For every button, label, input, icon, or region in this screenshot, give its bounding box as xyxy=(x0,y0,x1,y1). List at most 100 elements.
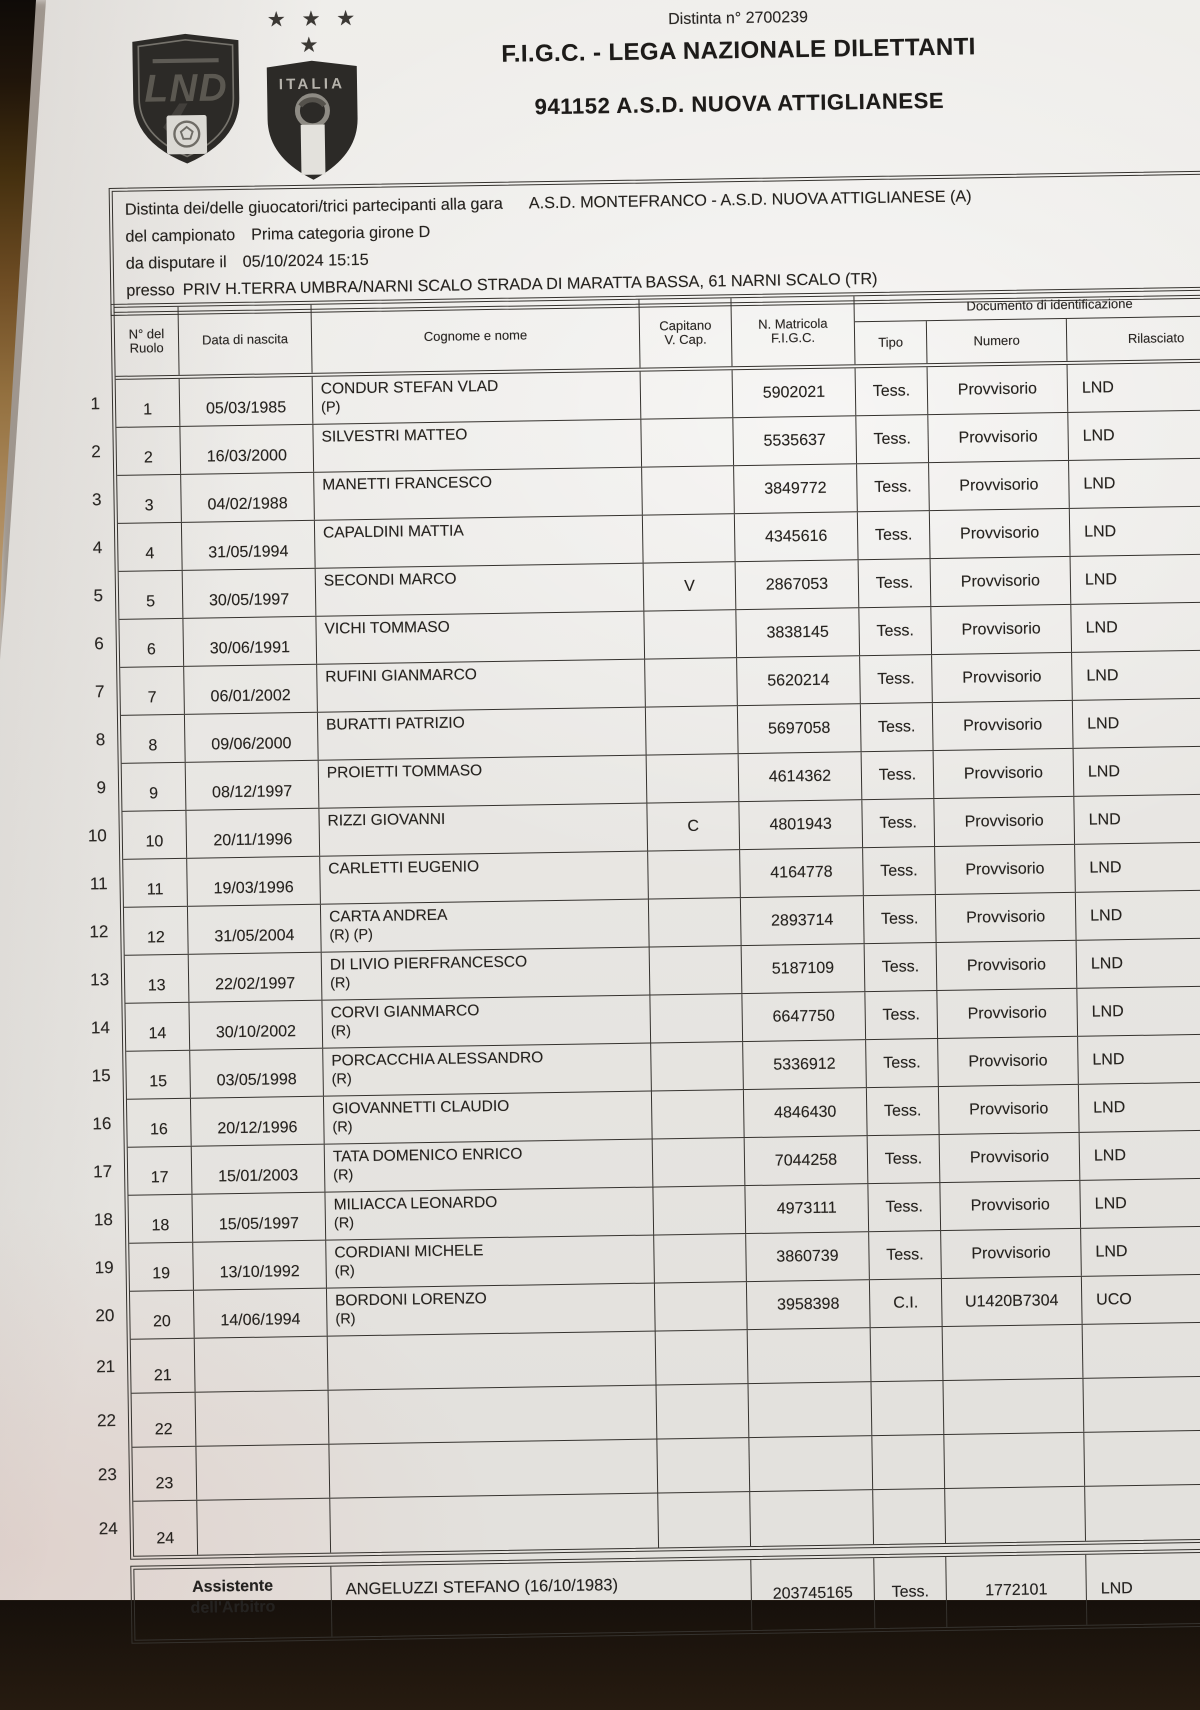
row-margin-number: 17 xyxy=(93,1161,113,1181)
player-name: MILIACCA LEONARDO xyxy=(333,1193,498,1214)
assistant-referee-name: ANGELUZZI STEFANO (16/10/1983) xyxy=(331,1560,753,1637)
player-name: RIZZI GIOVANNI xyxy=(327,810,446,830)
cell-capitano xyxy=(656,1384,750,1439)
cell-tipo: Tess. xyxy=(856,415,930,464)
cell-rilasciato: LND xyxy=(1081,378,1115,397)
player-name: GIOVANNETTI CLAUDIO xyxy=(331,1097,510,1118)
cell-rilasciato: LND xyxy=(1091,1002,1124,1021)
cell-capitano xyxy=(654,1282,748,1331)
cell-numero: Provvisorio xyxy=(935,892,1077,943)
cell-ruolo: 15 xyxy=(126,1050,191,1099)
player-name: DI LIVIO PIERFRANCESCO xyxy=(329,953,528,974)
cell-capitano: V xyxy=(643,562,737,611)
cell-cognome-nome: DI LIVIO PIERFRANCESCO (R) xyxy=(321,947,651,1000)
cell-data-nascita: 22/02/1997 xyxy=(188,952,323,1002)
cell-tipo: Tess. xyxy=(861,751,935,800)
svg-text:ITALIA: ITALIA xyxy=(279,75,346,93)
italia-shield-logo: ITALIA xyxy=(266,60,358,180)
cell-ruolo: 19 xyxy=(129,1242,194,1291)
cell-rilasciato xyxy=(1083,1376,1200,1432)
cell-capitano xyxy=(640,370,734,419)
cell-data-nascita xyxy=(196,1444,331,1500)
player-note: (R) xyxy=(334,1263,355,1280)
cell-capitano xyxy=(646,754,740,803)
player-note: (R) xyxy=(330,975,351,992)
player-name: CORVI GIANMARCO xyxy=(330,1002,480,1022)
cell-capitano xyxy=(654,1234,747,1283)
cell-matricola: 2867053 xyxy=(735,560,860,610)
organization-title: F.I.G.C. - LEGA NAZIONALE DILETTANTI xyxy=(501,33,976,68)
cell-rilasciato: LND xyxy=(1088,810,1121,829)
cell-numero: Provvisorio xyxy=(928,412,1070,463)
player-name: PROIETTI TOMMASO xyxy=(326,762,483,782)
cell-tipo: Tess. xyxy=(862,799,936,848)
cell-data-nascita: 31/05/2004 xyxy=(187,904,322,954)
cell-data-nascita: 14/06/1994 xyxy=(193,1288,328,1338)
cell-capitano xyxy=(653,1186,747,1235)
cell-capitano xyxy=(644,610,738,659)
player-note: (P) xyxy=(320,399,341,416)
championship-value: Prima categoria girone D xyxy=(251,222,431,244)
cell-numero: Provvisorio xyxy=(935,844,1076,895)
cell-cognome-nome: CONDUR STEFAN VLAD (P) xyxy=(312,371,642,424)
cell-capitano xyxy=(657,1438,751,1493)
cell-ruolo: 17 xyxy=(127,1146,193,1195)
row-margin-number: 5 xyxy=(93,585,104,605)
cell-data-nascita: 09/06/2000 xyxy=(184,712,319,762)
cell-cognome-nome: PROIETTI TOMMASO xyxy=(318,755,648,808)
cell-rilasciato: LND xyxy=(1093,1146,1127,1165)
player-name: RUFINI GIANMARCO xyxy=(325,666,478,686)
cell-rilasciato: LND xyxy=(1082,426,1115,445)
cell-cognome-nome: PORCACCHIA ALESSANDRO (R) xyxy=(323,1043,652,1096)
row-margin-number: 21 xyxy=(96,1356,116,1376)
cell-tipo: Tess. xyxy=(863,847,936,896)
cell-numero: Provvisorio xyxy=(933,748,1075,799)
cell-ruolo: 2 xyxy=(116,426,182,475)
row-margin-number: 11 xyxy=(89,873,108,893)
cell-numero: Provvisorio xyxy=(927,364,1069,415)
cell-data-nascita xyxy=(194,1336,329,1392)
cell-capitano xyxy=(655,1330,749,1385)
cell-rilasciato: LND xyxy=(1084,570,1118,589)
cell-matricola: 5902021 xyxy=(732,368,857,418)
cell-data-nascita: 30/10/2002 xyxy=(189,1000,324,1050)
player-name: BORDONI LORENZO xyxy=(335,1290,487,1310)
cell-rilasciato xyxy=(1085,1484,1200,1541)
header-cognome-nome: Cognome e nome xyxy=(311,299,641,373)
cell-tipo: Tess. xyxy=(860,703,934,752)
cell-ruolo: 3 xyxy=(117,474,182,523)
cell-data-nascita: 31/05/1994 xyxy=(181,520,316,570)
officials-row: Assistente dell'Arbitro ANGELUZZI STEFAN… xyxy=(130,1548,1200,1644)
cell-tipo xyxy=(871,1380,945,1436)
cell-data-nascita: 13/10/1992 xyxy=(193,1240,327,1290)
table-body: 1 1 05/03/1985 CONDUR STEFAN VLAD (P) 59… xyxy=(88,362,1200,1556)
cell-tipo: Tess. xyxy=(866,1039,939,1088)
lnd-logo: LND xyxy=(132,33,240,164)
header-ruolo: N° del Ruolo xyxy=(114,306,180,376)
cell-matricola xyxy=(748,1382,873,1438)
cell-rilasciato: LND xyxy=(1086,666,1119,685)
cell-cognome-nome: MANETTI FRANCESCO xyxy=(314,467,643,520)
row-margin-number: 12 xyxy=(89,921,109,941)
player-name: CORDIANI MICHELE xyxy=(334,1242,484,1262)
row-margin-number: 24 xyxy=(98,1518,118,1539)
cell-numero: Provvisorio xyxy=(930,556,1072,607)
cell-cognome-nome: CORDIANI MICHELE (R) xyxy=(326,1235,655,1288)
cell-capitano xyxy=(648,850,741,899)
player-note: (R) (P) xyxy=(329,926,374,944)
cell-tipo: C.I. xyxy=(869,1279,943,1328)
assistant-referee-matricola: 203745165 xyxy=(751,1558,876,1631)
row-margin-number: 7 xyxy=(94,681,105,701)
roster-section: N° del Ruolo Data di nascita Cognome e n… xyxy=(88,286,1200,1644)
player-note: (R) xyxy=(333,1215,355,1232)
cell-matricola xyxy=(747,1328,872,1384)
cell-cognome-nome: TATA DOMENICO ENRICO (R) xyxy=(324,1139,654,1192)
cell-ruolo: 14 xyxy=(125,1002,191,1051)
cell-numero: Provvisorio xyxy=(937,988,1079,1039)
cell-matricola: 4846430 xyxy=(743,1088,868,1138)
cell-numero: Provvisorio xyxy=(938,1036,1079,1087)
cell-numero: Provvisorio xyxy=(932,700,1074,751)
cell-capitano xyxy=(648,898,742,947)
cell-ruolo: 1 xyxy=(115,378,181,427)
